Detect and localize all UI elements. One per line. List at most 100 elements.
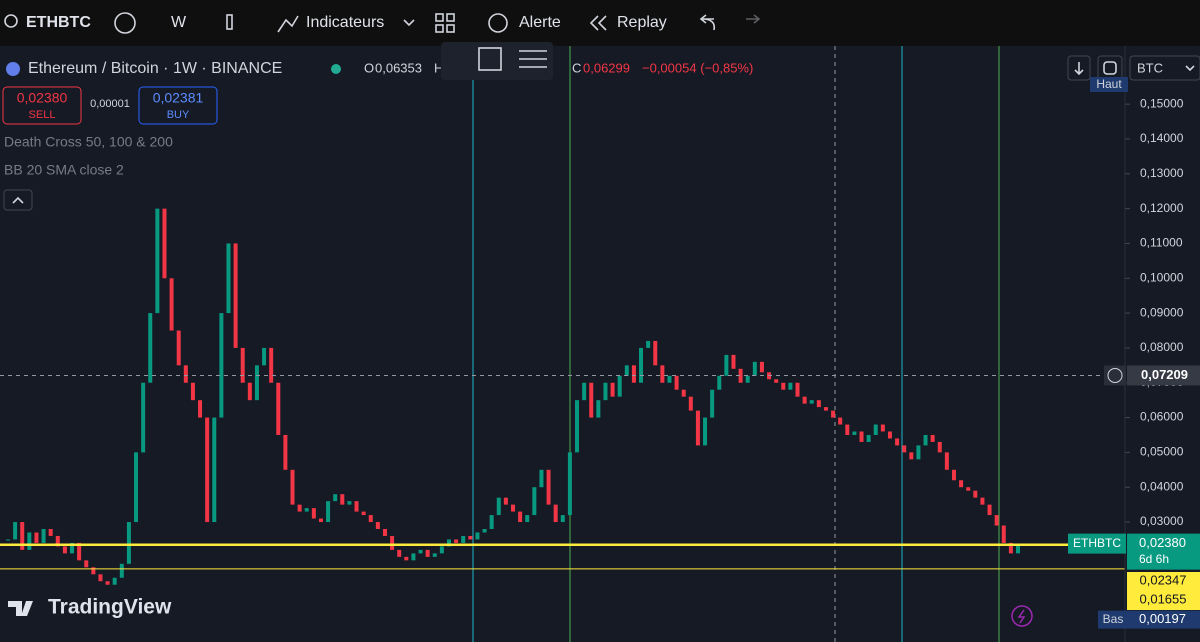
candle bbox=[496, 497, 501, 516]
redo[interactable] bbox=[746, 14, 761, 24]
candle-icon[interactable] bbox=[226, 14, 233, 30]
candle bbox=[1016, 543, 1020, 554]
plot bbox=[0, 208, 1125, 585]
y-tick-label: 0,14000 bbox=[1140, 131, 1184, 145]
indicator-icon[interactable] bbox=[277, 15, 299, 33]
brand-logo bbox=[8, 601, 33, 616]
sell-button[interactable] bbox=[2, 86, 82, 125]
candle bbox=[318, 518, 323, 523]
high-key: H bbox=[434, 60, 443, 75]
candle bbox=[695, 410, 700, 446]
settings-tool[interactable] bbox=[519, 50, 547, 68]
candle bbox=[119, 563, 124, 578]
change: −0,00054 (−0,85%) bbox=[642, 60, 753, 75]
alert-icon[interactable] bbox=[488, 13, 508, 33]
candle bbox=[48, 528, 53, 536]
candle bbox=[994, 515, 999, 526]
candle bbox=[340, 494, 345, 505]
candle bbox=[247, 382, 252, 401]
candle bbox=[930, 434, 935, 442]
scroll-icon bbox=[1074, 62, 1084, 76]
currency: BTC bbox=[1137, 60, 1163, 75]
candle bbox=[873, 424, 878, 435]
replay[interactable]: Replay bbox=[617, 14, 667, 31]
indicator: Death Cross 50, 100 & 200 bbox=[4, 134, 173, 150]
candle bbox=[297, 504, 302, 512]
candle bbox=[653, 340, 658, 366]
candle bbox=[525, 515, 530, 523]
last-tag bbox=[1127, 533, 1200, 570]
y-tick-label: 0,03000 bbox=[1140, 514, 1184, 528]
candle bbox=[212, 417, 217, 523]
undo[interactable] bbox=[699, 14, 716, 31]
symbol-tag bbox=[1068, 533, 1126, 554]
candle bbox=[269, 347, 274, 383]
candle bbox=[13, 522, 18, 540]
candle bbox=[262, 347, 267, 366]
currency-select[interactable] bbox=[1129, 55, 1200, 81]
candle bbox=[304, 508, 309, 512]
candle bbox=[816, 400, 821, 408]
candle bbox=[674, 375, 679, 390]
sell-price: 0,02380 bbox=[17, 90, 68, 106]
market-status bbox=[331, 64, 341, 74]
high-badge bbox=[1090, 77, 1128, 92]
brand: TradingView bbox=[48, 596, 172, 619]
candle bbox=[809, 400, 814, 404]
candle bbox=[468, 535, 473, 540]
candle bbox=[411, 553, 416, 561]
candle bbox=[489, 515, 494, 529]
candle bbox=[446, 539, 451, 547]
candle bbox=[141, 382, 146, 453]
flash-icon[interactable] bbox=[1011, 605, 1033, 627]
chevron bbox=[1185, 65, 1195, 72]
candle bbox=[774, 379, 779, 383]
candle bbox=[589, 382, 594, 418]
close-key: C bbox=[572, 60, 581, 75]
candle bbox=[354, 501, 359, 512]
collapse-icon bbox=[12, 196, 24, 204]
candle bbox=[84, 560, 89, 568]
layout-icon bbox=[446, 13, 455, 22]
candle bbox=[347, 501, 352, 505]
candle bbox=[155, 208, 160, 314]
level-tag bbox=[1127, 572, 1200, 591]
candle bbox=[425, 549, 430, 557]
candle bbox=[866, 434, 871, 442]
candle bbox=[944, 452, 949, 470]
replay-icon[interactable] bbox=[589, 15, 607, 31]
symbol[interactable]: ETHBTC bbox=[26, 14, 91, 31]
rect-tool[interactable] bbox=[478, 47, 502, 71]
buy-price: 0,02381 bbox=[153, 90, 204, 106]
search-icon[interactable] bbox=[4, 14, 18, 28]
auto-icon bbox=[1103, 61, 1117, 75]
open-key: O bbox=[364, 60, 374, 75]
layout-icon[interactable] bbox=[435, 13, 444, 22]
last-label: 0,02380 bbox=[1139, 535, 1186, 550]
candle bbox=[233, 243, 238, 348]
candle bbox=[454, 539, 459, 543]
candle bbox=[105, 581, 110, 585]
candle bbox=[375, 522, 380, 529]
candle bbox=[126, 522, 131, 564]
buy-button[interactable] bbox=[138, 86, 218, 125]
candle bbox=[439, 546, 444, 554]
alert[interactable]: Alerte bbox=[519, 14, 561, 31]
collapse-button[interactable] bbox=[3, 189, 33, 211]
countdown: 6d 6h bbox=[1139, 552, 1169, 566]
candle bbox=[98, 574, 103, 582]
candle bbox=[183, 365, 188, 383]
candle bbox=[731, 354, 736, 369]
indicators[interactable]: Indicateurs bbox=[306, 14, 384, 31]
candle bbox=[361, 511, 366, 516]
candle bbox=[895, 438, 900, 446]
candle bbox=[759, 361, 764, 373]
candle bbox=[283, 434, 288, 470]
add-icon[interactable] bbox=[114, 12, 136, 34]
interval[interactable]: W bbox=[171, 14, 187, 31]
candle bbox=[240, 347, 245, 383]
candle bbox=[560, 515, 565, 523]
y-tick-label: 0,06000 bbox=[1140, 410, 1184, 424]
candle bbox=[91, 567, 96, 575]
candle bbox=[887, 431, 892, 439]
